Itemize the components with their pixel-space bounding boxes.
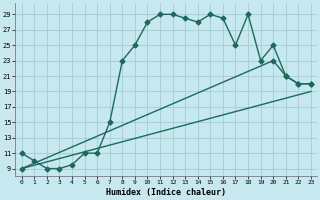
X-axis label: Humidex (Indice chaleur): Humidex (Indice chaleur) bbox=[106, 188, 226, 197]
